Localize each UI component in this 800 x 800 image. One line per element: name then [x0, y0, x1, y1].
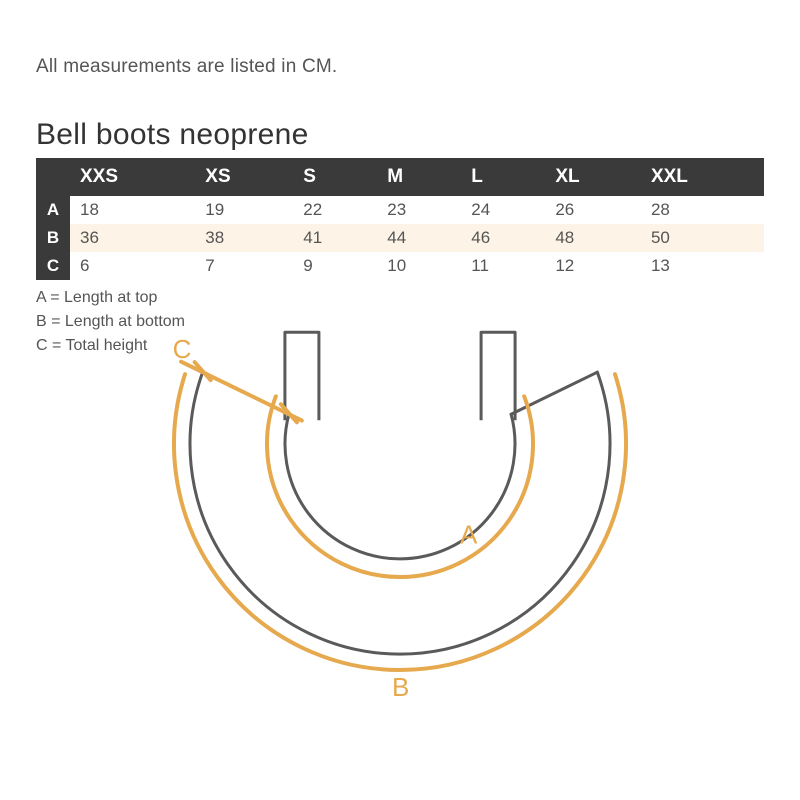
table-cell: 18	[70, 196, 195, 224]
table-col-header: XL	[545, 158, 641, 196]
table-cell: 24	[461, 196, 545, 224]
table-col-header: L	[461, 158, 545, 196]
table-row: A18192223242628	[36, 196, 764, 224]
table-col-header: XS	[195, 158, 293, 196]
table-cell: 41	[293, 224, 377, 252]
table-header-blank	[36, 158, 70, 196]
table-col-header: XXS	[70, 158, 195, 196]
diagram-label: C	[173, 334, 192, 364]
table-cell: 23	[377, 196, 461, 224]
diagram-label: A	[460, 519, 478, 549]
table-cell: 50	[641, 224, 764, 252]
table-row-header: A	[36, 196, 70, 224]
table-cell: 12	[545, 252, 641, 280]
table-row-header: B	[36, 224, 70, 252]
table-col-header: M	[377, 158, 461, 196]
table-cell: 9	[293, 252, 377, 280]
table-cell: 26	[545, 196, 641, 224]
table-row-header: C	[36, 252, 70, 280]
table-cell: 13	[641, 252, 764, 280]
table-cell: 36	[70, 224, 195, 252]
size-table: XXSXSSMLXLXXL A18192223242628B3638414446…	[36, 158, 764, 280]
table-cell: 22	[293, 196, 377, 224]
table-cell: 19	[195, 196, 293, 224]
product-title: Bell boots neoprene	[36, 118, 764, 152]
diagram: A B C	[36, 294, 764, 714]
intro-text: All measurements are listed in CM.	[36, 56, 764, 78]
table-cell: 44	[377, 224, 461, 252]
table-row: C67910111213	[36, 252, 764, 280]
table-header-row: XXSXSSMLXLXXL	[36, 158, 764, 196]
table-cell: 48	[545, 224, 641, 252]
table-cell: 38	[195, 224, 293, 252]
table-col-header: XXL	[641, 158, 764, 196]
table-cell: 11	[461, 252, 545, 280]
table-cell: 28	[641, 196, 764, 224]
table-cell: 46	[461, 224, 545, 252]
table-cell: 7	[195, 252, 293, 280]
table-col-header: S	[293, 158, 377, 196]
table-row: B36384144464850	[36, 224, 764, 252]
diagram-label: B	[392, 672, 409, 702]
table-cell: 10	[377, 252, 461, 280]
table-cell: 6	[70, 252, 195, 280]
table-body: A18192223242628B36384144464850C679101112…	[36, 196, 764, 280]
